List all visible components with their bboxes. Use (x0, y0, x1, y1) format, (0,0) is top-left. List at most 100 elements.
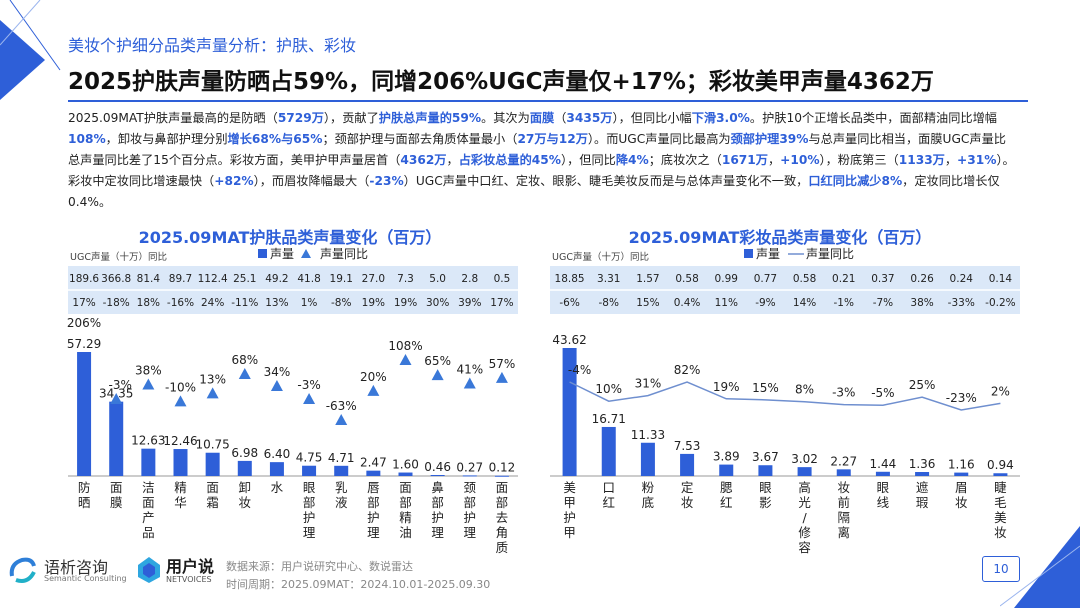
yoy-label: 38% (135, 364, 162, 378)
category-label-char: 护 (303, 510, 316, 525)
ugc-volume-cell: 366.8 (101, 273, 131, 285)
body-text: ， (767, 153, 781, 167)
bar-value-label: 6.40 (264, 447, 291, 461)
bar (334, 465, 349, 476)
ugc-header: UGC声量（十万）同比 (70, 251, 167, 263)
bar-value-label: 0.46 (424, 460, 451, 474)
category-label-char: 护 (563, 510, 576, 525)
yoy-label: 108% (388, 339, 422, 353)
category-label-char: 粉 (642, 480, 655, 495)
category-label-char: 理 (367, 525, 380, 540)
bar-value-label: 1.44 (870, 457, 897, 471)
yoy-triangle (399, 354, 412, 365)
yoy-label: -10% (165, 380, 196, 394)
ugc-yoy-cell: 39% (458, 297, 481, 309)
bar (173, 449, 188, 476)
corner-decoration-bottom (1000, 526, 1080, 608)
category-label-char: 部 (496, 495, 509, 510)
ugc-volume-cell: 0.14 (989, 273, 1013, 285)
page-subtitle: 美妆个护细分品类声量分析：护肤、彩妆 (68, 36, 357, 55)
category-label-char: 质 (496, 540, 509, 555)
category-label-char: 眼 (877, 480, 890, 495)
yoy-label: 57% (489, 357, 516, 371)
highlight-text: 1671万 (721, 153, 768, 167)
ugc-yoy-cell: 14% (793, 297, 816, 309)
bar (601, 426, 616, 476)
bar-value-label: 3.67 (752, 450, 779, 464)
yoy-triangle (495, 371, 508, 383)
bar (797, 467, 812, 476)
body-text: ， (944, 153, 958, 167)
bar (109, 401, 124, 476)
category-label-char: 前 (837, 495, 850, 510)
highlight-text: 5729万 (277, 111, 324, 125)
category-label-char: 毛 (994, 495, 1007, 510)
ugc-volume-row (68, 266, 518, 290)
ugc-volume-row (550, 266, 1020, 290)
ugc-yoy-cell: 19% (394, 297, 417, 309)
category-label-char: 底 (642, 495, 655, 510)
body-text: ，卸妆与鼻部护理分别 (105, 132, 228, 146)
yoy-triangle (335, 414, 348, 425)
ugc-volume-cell: 7.3 (397, 273, 414, 285)
logo1-name: 语析咨询 (44, 558, 109, 577)
page-headline: 2025护肤声量防晒占59%，同增206%UGC声量仅+17%；彩妆美甲声量43… (68, 69, 934, 95)
yoy-label: 65% (424, 354, 451, 368)
bar-value-label: 0.94 (987, 458, 1014, 472)
ugc-volume-cell: 89.7 (169, 273, 192, 285)
yoy-triangle (238, 368, 251, 380)
highlight-text: -23% (369, 174, 404, 188)
highlight-text: 增长68%与65% (227, 132, 323, 146)
ugc-yoy-cell: 1% (301, 297, 318, 309)
bar (269, 462, 284, 476)
legend-volume-swatch (744, 249, 753, 258)
category-label-char: 部 (464, 495, 477, 510)
category-label-char: 防 (78, 480, 91, 495)
category-label-char: 眼 (759, 480, 772, 495)
body-text: 。护肤10个正增长品类中，面部精油同比增幅 (749, 111, 997, 125)
category-label-char: 品 (142, 525, 155, 540)
category-label-char: 妆 (955, 495, 968, 510)
highlight-text: 面膜 (529, 111, 555, 125)
netvoices-logo: 用户说 NETVOICES (136, 553, 226, 591)
bar-value-label: 0.12 (489, 461, 516, 475)
yoy-triangle (303, 392, 316, 404)
bar (205, 452, 220, 476)
category-label-char: 面 (142, 495, 155, 510)
category-label-char: 产 (142, 510, 155, 525)
ugc-yoy-cell: -7% (873, 297, 893, 309)
bar-value-label: 12.63 (131, 434, 165, 448)
yoy-label: 2% (991, 384, 1010, 398)
yoy-label: -3% (109, 378, 132, 392)
bar-value-label: 11.33 (631, 428, 665, 442)
category-label-char: 洁 (142, 480, 155, 495)
body-text: （ (554, 111, 567, 125)
yoy-label: 25% (909, 378, 936, 392)
ugc-yoy-cell: -8% (599, 297, 619, 309)
bar (954, 472, 969, 476)
data-source: 数据来源：用户说研究中心、数说雷达 (226, 560, 413, 573)
bar-value-label: 6.98 (231, 446, 258, 460)
summary-paragraph: 2025.09MAT护肤声量最高的是防晒（5729万），贡献了护肤总声量的59%… (68, 108, 1018, 213)
makeup-chart-title: 2025.09MAT彩妆品类声量变化（百万） (628, 228, 932, 247)
bar (302, 465, 317, 476)
category-label-char: 部 (431, 495, 444, 510)
body-text: 2025.09MAT护肤声量最高的是防晒（ (68, 111, 278, 125)
time-period: 时间周期：2025.09MAT：2024.10.01-2025.09.30 (226, 578, 491, 591)
highlight-text: 3435万 (566, 111, 613, 125)
ugc-yoy-cell: -0.2% (985, 297, 1015, 309)
highlight-text: 4362万 (400, 153, 447, 167)
category-label-char: 部 (367, 495, 380, 510)
ugc-volume-cell: 112.4 (198, 273, 228, 285)
category-label-char: 甲 (563, 495, 576, 510)
ugc-volume-cell: 27.0 (362, 273, 385, 285)
category-label-char: 眉 (955, 480, 968, 495)
bar-value-label: 7.53 (674, 439, 701, 453)
category-label-char: 精 (399, 510, 412, 525)
category-label-char: 液 (335, 495, 348, 510)
bar-value-label: 2.47 (360, 456, 387, 470)
ugc-volume-cell: 0.58 (793, 273, 816, 285)
body-text: ）。而UGC声量同比最高为 (587, 132, 731, 146)
ugc-volume-cell: 49.2 (265, 273, 288, 285)
yoy-triangle (367, 384, 380, 396)
